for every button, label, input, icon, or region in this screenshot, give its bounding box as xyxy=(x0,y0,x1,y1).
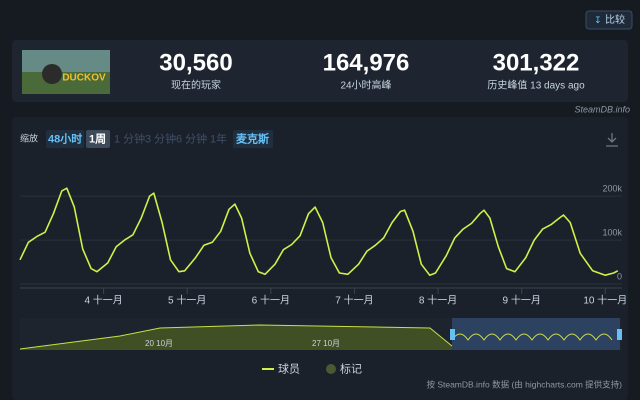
stat-label: 24小时高峰 xyxy=(340,79,391,92)
x-tick-label: 9 十一月 xyxy=(502,294,540,307)
legend-swatch xyxy=(326,364,336,374)
x-tick-label: 6 十一月 xyxy=(252,294,290,307)
stat-value: 30,560 xyxy=(159,49,232,76)
legend-label[interactable]: 标记 xyxy=(340,361,362,375)
zoom-button[interactable]: 1周 xyxy=(89,132,106,145)
game-image-figure xyxy=(42,64,62,84)
y-tick-label: 200k xyxy=(602,184,622,194)
zoom-button[interactable]: 麦克斯 xyxy=(236,131,269,145)
zoom-button[interactable]: 1 分钟 xyxy=(114,131,145,145)
x-tick-label: 10 十一月 xyxy=(583,294,627,307)
chart-panel xyxy=(12,117,628,400)
x-tick-label: 8 十一月 xyxy=(419,294,457,307)
x-tick-label: 7 十一月 xyxy=(335,294,373,307)
navigator-line xyxy=(451,333,613,341)
zoom-button[interactable]: 6 分钟 xyxy=(176,131,207,145)
zoom-label: 缩放 xyxy=(20,132,38,143)
y-tick-label: 0 xyxy=(617,271,622,281)
navigator-label: 20 10月 xyxy=(145,339,173,348)
x-tick-label: 4 十一月 xyxy=(84,294,122,307)
navigator-label: 27 10月 xyxy=(312,339,340,348)
credit: 按 SteamDB.info 数据 (由 highcharts.com 提供支持… xyxy=(426,379,622,389)
compare-icon: ↧ xyxy=(594,15,602,25)
watermark: SteamDB.info xyxy=(574,104,630,114)
game-image-text: DUCKOV xyxy=(62,73,106,84)
y-tick-label: 100k xyxy=(602,227,622,237)
series-line xyxy=(19,187,619,276)
navigator-selection[interactable] xyxy=(452,318,620,350)
navigator-handle[interactable] xyxy=(450,329,455,340)
stat-label: 现在的玩家 xyxy=(171,79,221,92)
navigator-handle[interactable] xyxy=(617,329,622,340)
zoom-button-bg[interactable] xyxy=(233,130,273,148)
stats-card xyxy=(12,40,628,102)
compare-label[interactable]: 比较 xyxy=(605,13,625,26)
stat-value: 164,976 xyxy=(323,49,410,76)
zoom-button-bg[interactable] xyxy=(46,130,84,148)
x-tick-label: 5 十一月 xyxy=(168,294,206,307)
game-image-sky xyxy=(22,50,110,72)
zoom-button[interactable]: 48小时 xyxy=(48,131,82,145)
navigator-area xyxy=(20,325,452,350)
legend-label[interactable]: 球员 xyxy=(278,361,300,375)
stat-value: 301,322 xyxy=(493,49,580,76)
compare-button[interactable] xyxy=(585,10,633,30)
stat-label: 历史峰值 13 days ago xyxy=(487,79,585,92)
download-icon[interactable] xyxy=(606,133,618,147)
zoom-button[interactable]: 3 分钟 xyxy=(145,131,176,145)
zoom-button[interactable]: 1年 xyxy=(210,131,227,145)
navigator-line xyxy=(19,324,453,350)
zoom-button-bg[interactable] xyxy=(86,130,110,148)
